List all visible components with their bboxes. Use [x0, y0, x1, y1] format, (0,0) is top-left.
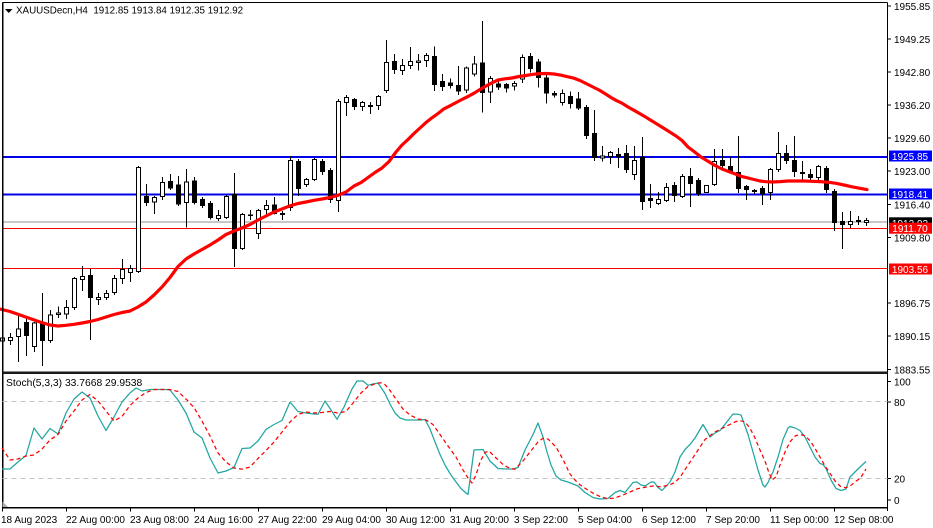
- svg-text:80: 80: [894, 398, 906, 409]
- svg-text:6 Sep 12:00: 6 Sep 12:00: [642, 515, 696, 526]
- svg-text:18 Aug 2023: 18 Aug 2023: [1, 515, 58, 526]
- svg-text:20: 20: [894, 475, 906, 486]
- svg-text:1949.25: 1949.25: [894, 35, 931, 46]
- svg-text:5 Sep 04:00: 5 Sep 04:00: [578, 515, 632, 526]
- svg-text:1883.55: 1883.55: [894, 366, 931, 377]
- svg-text:1923.00: 1923.00: [894, 167, 931, 178]
- svg-text:7 Sep 20:00: 7 Sep 20:00: [706, 515, 760, 526]
- svg-text:1955.85: 1955.85: [894, 2, 931, 13]
- svg-text:1925.85: 1925.85: [892, 152, 929, 163]
- svg-text:11 Sep 00:00: 11 Sep 00:00: [770, 515, 829, 526]
- svg-text:1896.75: 1896.75: [894, 299, 931, 310]
- svg-text:1918.41: 1918.41: [892, 190, 929, 201]
- svg-text:29 Aug 04:00: 29 Aug 04:00: [322, 515, 381, 526]
- svg-text:100: 100: [894, 378, 911, 389]
- svg-text:12 Sep 08:00: 12 Sep 08:00: [834, 515, 894, 526]
- svg-text:22 Aug 00:00: 22 Aug 00:00: [66, 515, 125, 526]
- svg-text:1929.60: 1929.60: [894, 134, 931, 145]
- svg-text:23 Aug 08:00: 23 Aug 08:00: [130, 515, 189, 526]
- svg-text:1916.40: 1916.40: [894, 201, 931, 212]
- svg-text:Stoch(5,3,3) 33.7668 29.9538: Stoch(5,3,3) 33.7668 29.9538: [6, 378, 143, 389]
- svg-text:27 Aug 22:00: 27 Aug 22:00: [258, 515, 317, 526]
- svg-text:XAUUSDecn,H4 1912.85 1913.84: XAUUSDecn,H4 1912.85 1913.84 1912.35 191…: [16, 6, 243, 17]
- svg-text:1911.70: 1911.70: [892, 224, 928, 235]
- svg-text:3 Sep 22:00: 3 Sep 22:00: [514, 515, 568, 526]
- svg-text:1890.15: 1890.15: [894, 332, 931, 343]
- svg-text:1903.56: 1903.56: [892, 265, 929, 276]
- svg-text:31 Aug 20:00: 31 Aug 20:00: [450, 515, 509, 526]
- svg-text:1942.80: 1942.80: [894, 68, 931, 79]
- svg-text:30 Aug 12:00: 30 Aug 12:00: [386, 515, 445, 526]
- svg-text:1936.20: 1936.20: [894, 101, 931, 112]
- svg-text:1909.80: 1909.80: [894, 234, 931, 245]
- svg-text:24 Aug 16:00: 24 Aug 16:00: [194, 515, 253, 526]
- svg-text:0: 0: [894, 496, 900, 507]
